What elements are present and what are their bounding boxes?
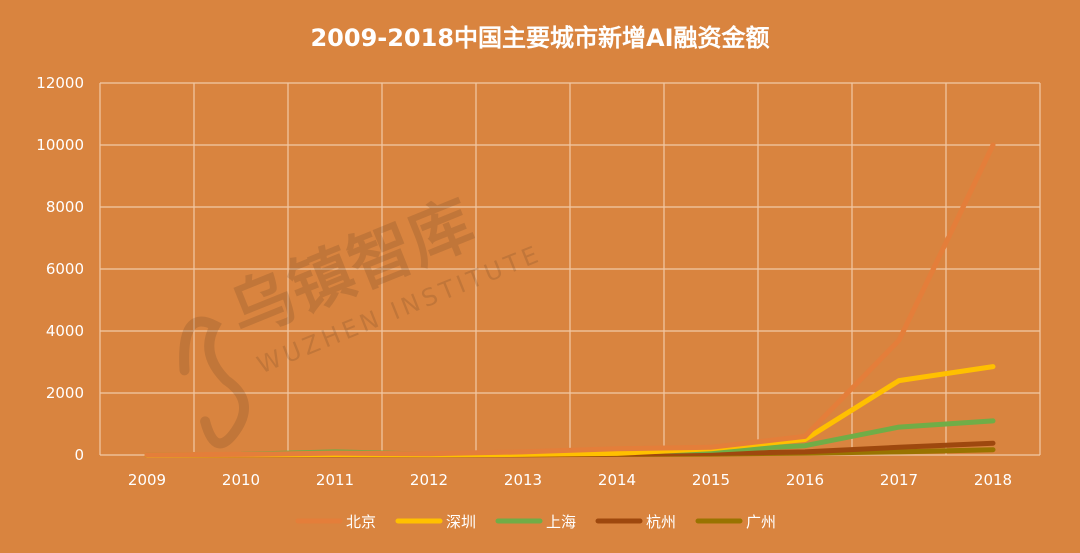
y-tick-label: 6000 (46, 260, 84, 278)
legend-label: 深圳 (446, 513, 476, 531)
x-tick-label: 2015 (692, 471, 730, 489)
y-tick-label: 8000 (46, 198, 84, 216)
x-tick-label: 2011 (316, 471, 354, 489)
y-tick-label: 4000 (46, 322, 84, 340)
series-lines (144, 142, 996, 458)
chart-title: 2009-2018中国主要城市新增AI融资金额 (310, 24, 769, 52)
legend-label: 北京 (346, 513, 376, 531)
y-tick-label: 10000 (36, 136, 84, 154)
x-tick-label: 2014 (598, 471, 636, 489)
grid (99, 82, 1041, 456)
x-tick-label: 2010 (222, 471, 260, 489)
y-tick-label: 0 (74, 446, 84, 464)
y-tick-label: 12000 (36, 74, 84, 92)
x-tick-label: 2018 (974, 471, 1012, 489)
legend-label: 上海 (546, 513, 576, 531)
legend-label: 广州 (746, 513, 776, 531)
legend: 北京 深圳 上海 杭州 广州 (295, 513, 776, 531)
x-tick-label: 2016 (786, 471, 824, 489)
x-tick-label: 2012 (410, 471, 448, 489)
x-tick-label: 2013 (504, 471, 542, 489)
y-tick-label: 2000 (46, 384, 84, 402)
x-tick-label: 2009 (128, 471, 166, 489)
series-line-0 (144, 142, 996, 458)
axes: 0 2000 4000 6000 8000 10000 12000 2009 2010 2011 2… (36, 74, 1012, 489)
watermark-mark (179, 316, 249, 449)
legend-label: 杭州 (646, 513, 676, 531)
x-tick-label: 2017 (880, 471, 918, 489)
